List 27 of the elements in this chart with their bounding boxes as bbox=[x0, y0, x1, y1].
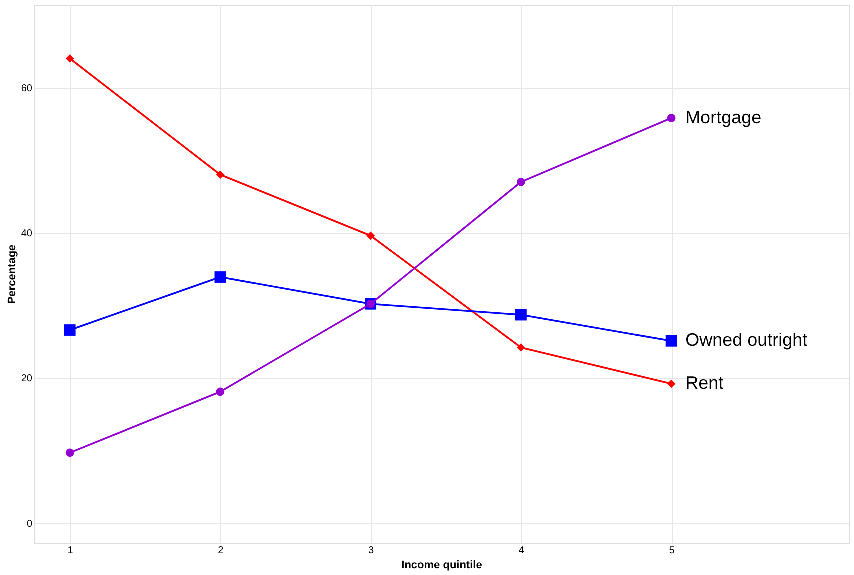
point bbox=[517, 178, 526, 186]
y-tick-label: 60 bbox=[21, 83, 33, 94]
x-tick-label: 5 bbox=[669, 546, 676, 556]
y-tick-label: 40 bbox=[21, 228, 33, 240]
x-axis-title: Income quintile bbox=[402, 560, 482, 572]
point bbox=[667, 114, 676, 122]
series-label: Mortgage bbox=[686, 107, 762, 128]
series-label: Rent bbox=[686, 372, 724, 393]
point bbox=[64, 324, 76, 336]
point bbox=[366, 232, 376, 240]
x-tick-label: 3 bbox=[368, 546, 375, 556]
x-tick-label: 4 bbox=[518, 546, 525, 556]
point bbox=[66, 448, 74, 458]
point bbox=[214, 272, 226, 283]
x-tick-label: 1 bbox=[68, 546, 74, 556]
series-label: Owned outright bbox=[686, 330, 808, 350]
point bbox=[517, 344, 526, 352]
point bbox=[666, 335, 678, 347]
y-tick-label: 20 bbox=[21, 374, 33, 385]
point bbox=[515, 309, 527, 321]
y-tick-label: 0 bbox=[26, 518, 33, 530]
point bbox=[66, 54, 74, 63]
x-tick-label: 2 bbox=[218, 546, 224, 556]
point bbox=[667, 380, 676, 388]
point bbox=[216, 170, 225, 180]
y-axis-title: Percentage bbox=[6, 244, 18, 304]
point bbox=[216, 388, 225, 396]
